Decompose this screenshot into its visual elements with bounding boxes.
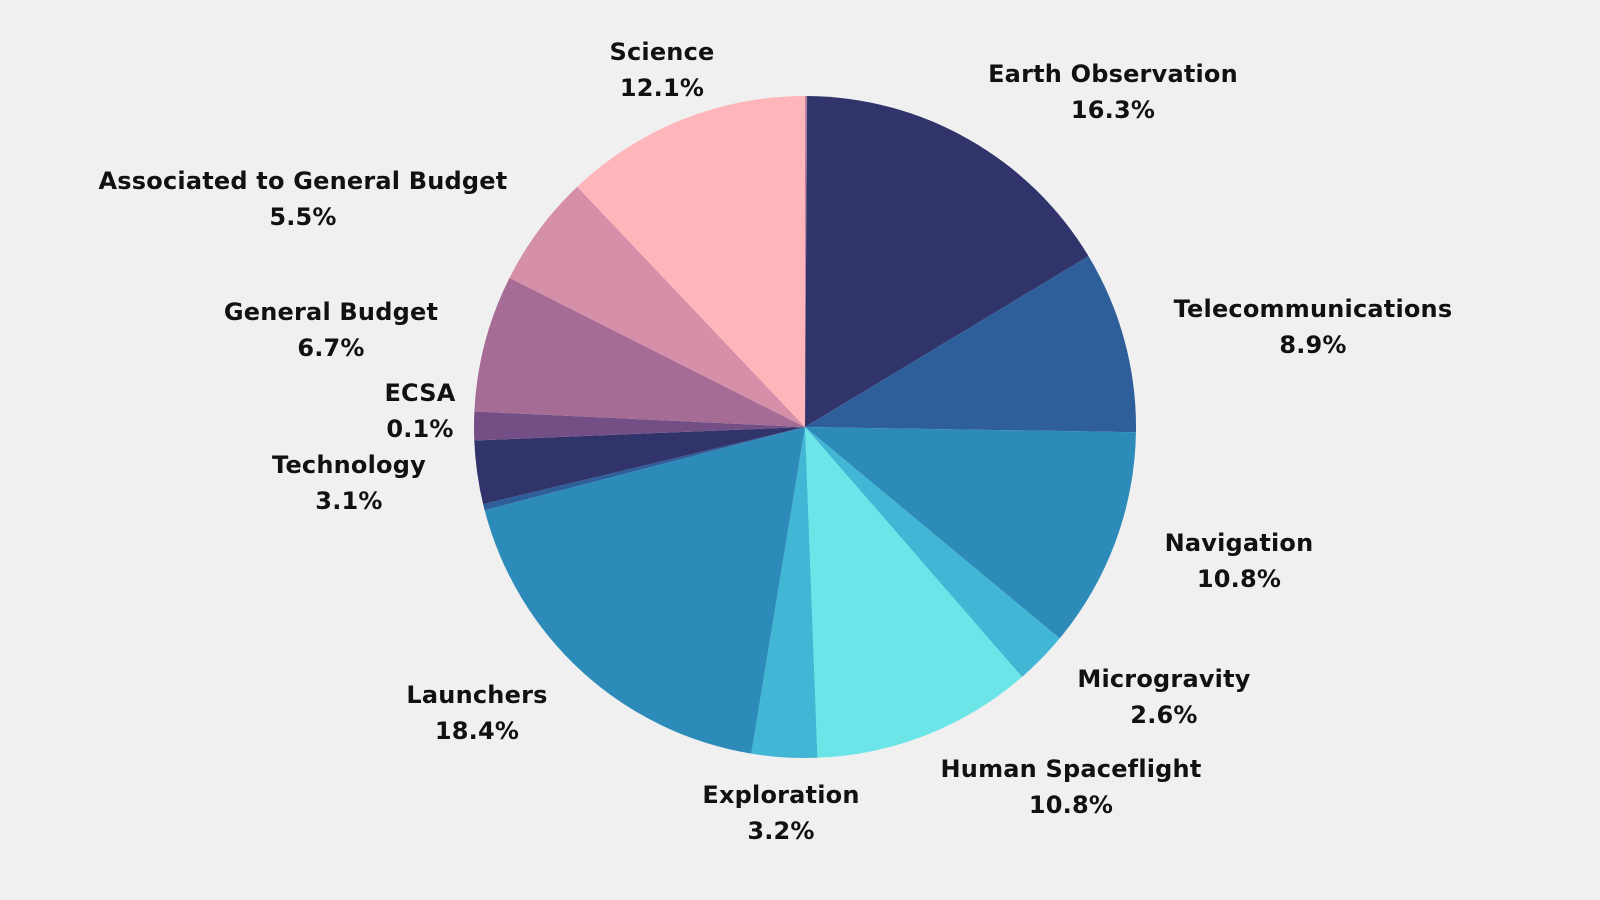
slice-label-percent: 8.9% xyxy=(1279,331,1347,359)
slice-label-name: ECSA xyxy=(384,379,456,407)
slice-label-percent: 5.5% xyxy=(269,203,337,231)
pie-slice-microgravity xyxy=(805,427,1060,677)
slice-label-percent: 10.8% xyxy=(1196,565,1282,593)
slice-label-microgravity: Microgravity 2.6% xyxy=(1077,661,1250,733)
pie-slice-science xyxy=(577,96,805,427)
slice-label-name: Exploration xyxy=(702,781,860,809)
slice-label-telecommunications: Telecommunications 8.9% xyxy=(1174,291,1453,363)
pie-slice-navigation xyxy=(805,427,1136,639)
slice-label-name: General Budget xyxy=(223,298,439,326)
slice-label-name: Launchers xyxy=(406,681,548,709)
pie-slice-telecommunications xyxy=(805,256,1136,433)
slice-label-percent: 16.3% xyxy=(1070,96,1156,124)
slice-label-navigation: Navigation 10.8% xyxy=(1165,525,1314,597)
pie-slice-technology xyxy=(474,427,805,505)
slice-label-name: Earth Observation xyxy=(988,60,1238,88)
slice-label-human-spaceflight: Human Spaceflight 10.8% xyxy=(940,751,1201,823)
slice-label-associated-to-general-budget: Associated to General Budget 5.5% xyxy=(99,163,508,235)
slice-label-technology: Technology 3.1% xyxy=(272,447,426,519)
slice-label-earth-observation: Earth Observation 16.3% xyxy=(988,56,1238,128)
slice-label-general-budget: General Budget 6.7% xyxy=(224,294,438,366)
pie-slice-human-spaceflight xyxy=(805,427,1022,758)
slice-label-ecsa: ECSA 0.1% xyxy=(384,375,455,447)
slice-label-name: Microgravity xyxy=(1077,665,1251,693)
slice-label-percent: 12.1% xyxy=(619,74,705,102)
slice-label-percent: 3.2% xyxy=(747,817,815,845)
slice-label-percent: 18.4% xyxy=(434,717,520,745)
pie-slice-exploration xyxy=(751,427,818,758)
slice-label-name: Human Spaceflight xyxy=(940,755,1202,783)
pie-slice-associated-to-general-budget xyxy=(509,186,805,427)
slice-label-name: Technology xyxy=(272,451,426,479)
pie-slice-earth-observation xyxy=(805,96,1089,428)
pie-slice-launchers xyxy=(484,427,805,754)
pie-slice-ecsa xyxy=(474,411,805,441)
slice-label-percent: 10.8% xyxy=(1028,791,1114,819)
slice-label-percent: 6.7% xyxy=(297,334,365,362)
slice-label-name: Navigation xyxy=(1164,529,1314,557)
slice-label-launchers: Launchers 18.4% xyxy=(406,677,547,749)
slice-label-percent: 0.1% xyxy=(386,415,454,443)
slice-label-name: Associated to General Budget xyxy=(98,167,508,195)
pie-slice xyxy=(483,427,805,511)
slice-label-exploration: Exploration 3.2% xyxy=(702,777,859,849)
slice-label-science: Science 12.1% xyxy=(609,34,714,106)
slice-label-percent: 2.6% xyxy=(1130,701,1198,729)
pie-slice xyxy=(805,96,808,427)
pie-slice-general-budget xyxy=(474,277,805,427)
slice-label-name: Science xyxy=(609,38,715,66)
slice-label-name: Telecommunications xyxy=(1173,295,1453,323)
slice-label-percent: 3.1% xyxy=(315,487,383,515)
